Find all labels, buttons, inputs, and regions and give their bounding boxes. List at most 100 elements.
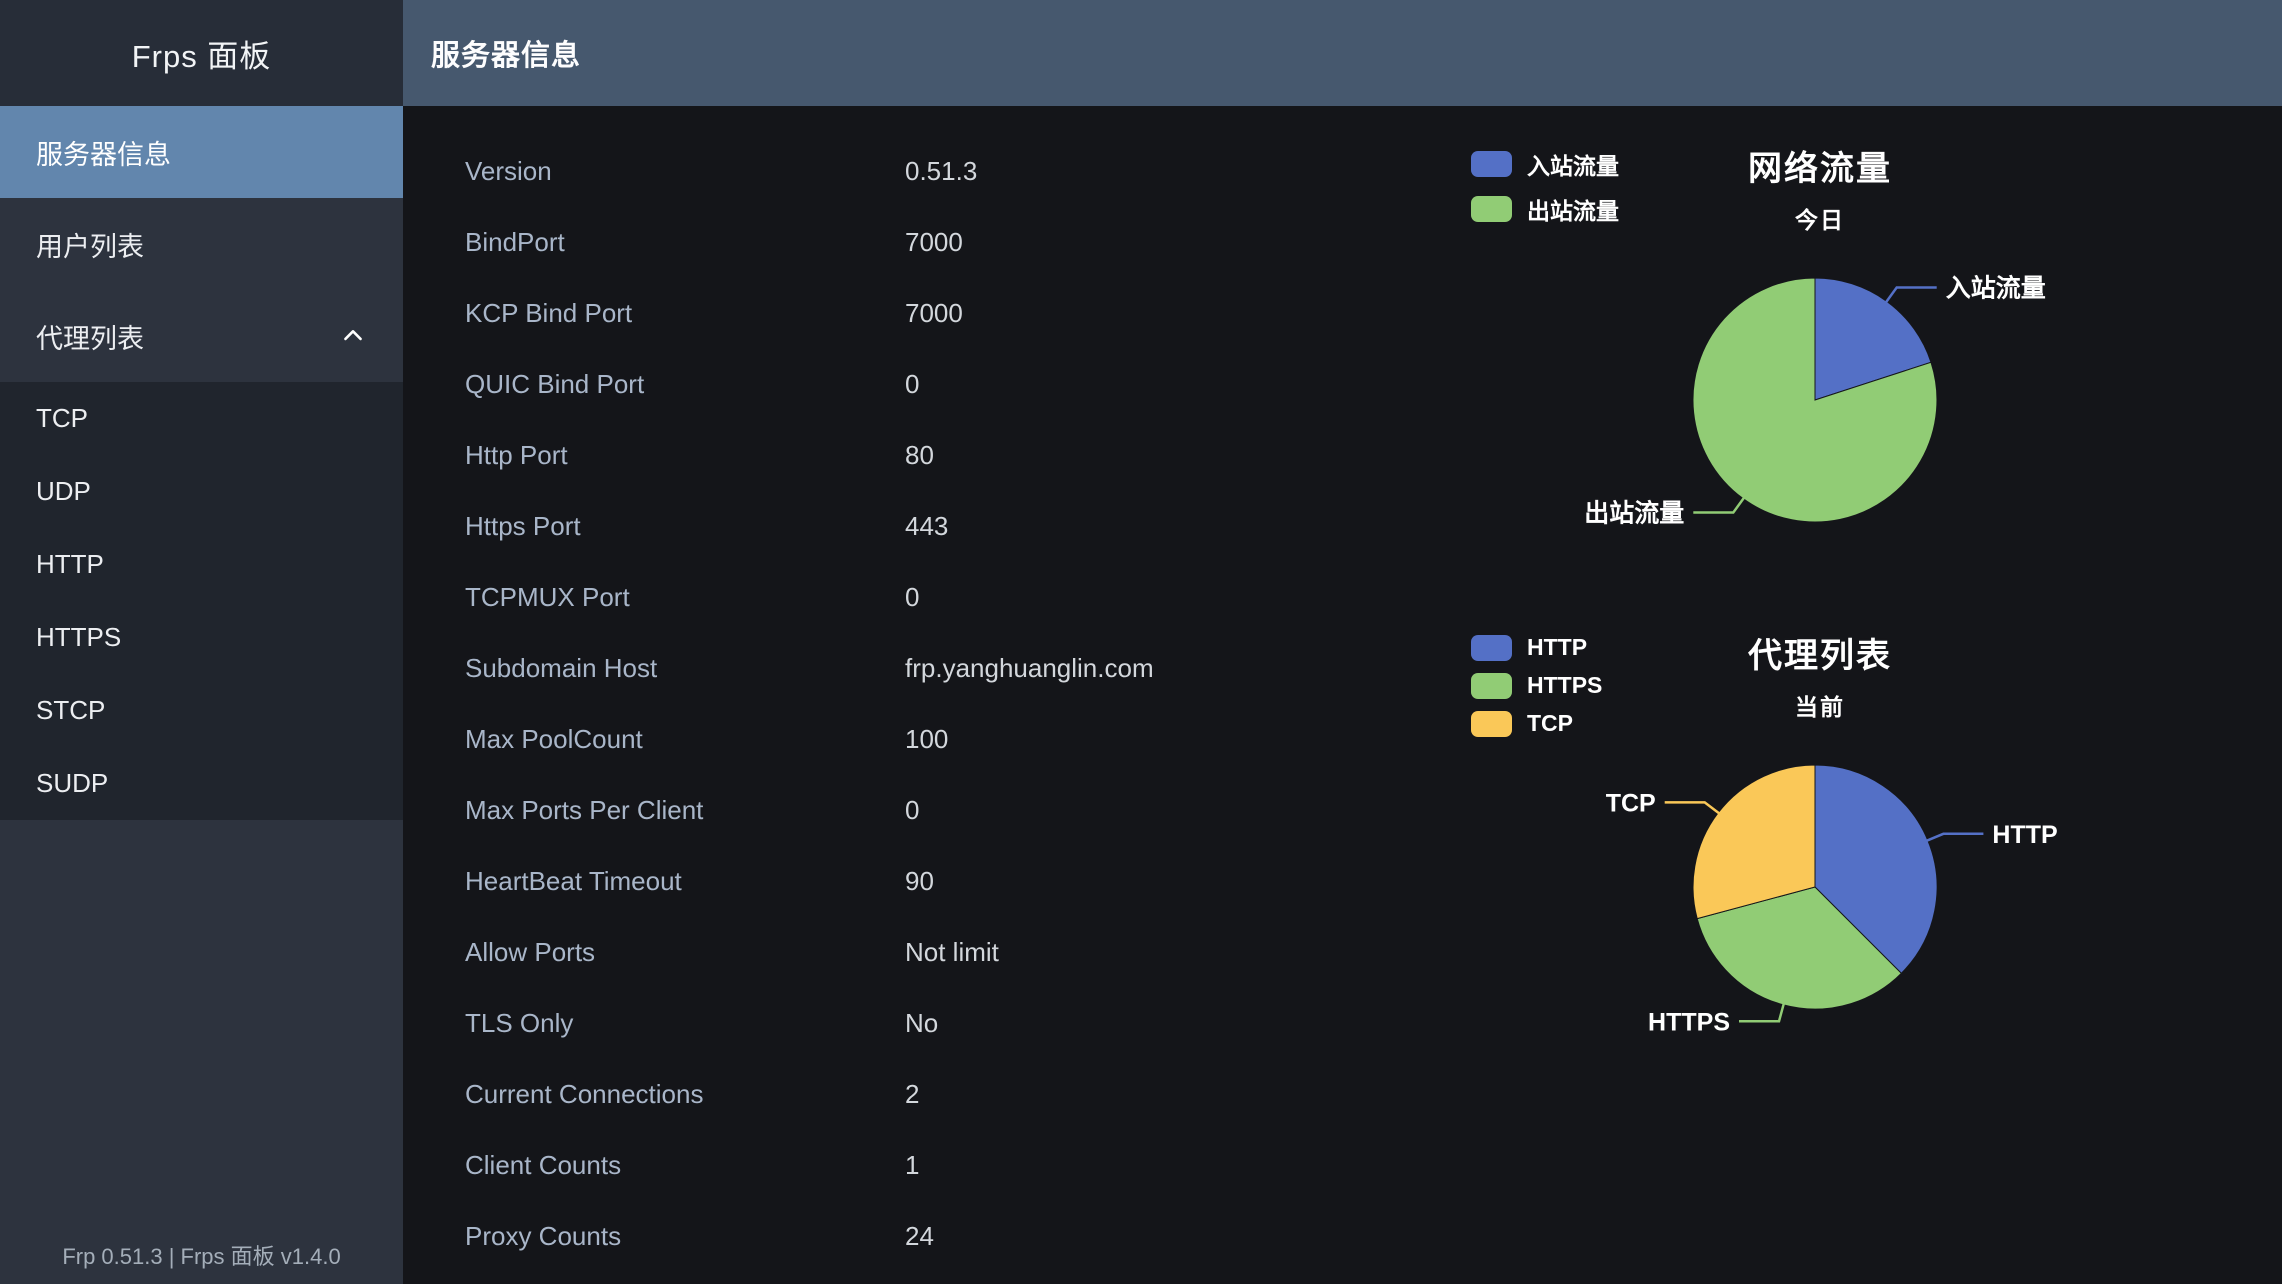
- legend-label: 入站流量: [1527, 153, 1619, 179]
- info-label: Client Counts: [465, 1150, 622, 1180]
- info-label: Max Ports Per Client: [465, 795, 704, 825]
- pie-label-HTTPS: HTTPS: [1648, 1008, 1730, 1036]
- info-value: Not limit: [905, 937, 999, 967]
- sidebar-item-https[interactable]: HTTPS: [0, 601, 403, 674]
- info-row: KCP Bind Port 7000: [465, 278, 1485, 349]
- info-row: Subdomain Host frp.yanghuanglin.com: [465, 633, 1485, 704]
- info-label: Current Connections: [465, 1079, 704, 1109]
- proxy-list-chart: 代理列表 当前 HTTP HTTPS TCP HTTP HTTPS TCP: [1440, 622, 2200, 1092]
- info-label: Version: [465, 156, 552, 186]
- version-footer: Frp 0.51.3 | Frps 面板 v1.4.0: [62, 1244, 341, 1269]
- sidebar-item-tcp[interactable]: TCP: [0, 382, 403, 455]
- sidebar-item-label: HTTPS: [36, 622, 122, 652]
- legend-item-outbound[interactable]: 出站流量: [1471, 192, 1619, 226]
- info-label: HeartBeat Timeout: [465, 866, 682, 896]
- legend-label: HTTPS: [1527, 672, 1603, 698]
- info-value: 0: [905, 795, 920, 825]
- info-value: 0.51.3: [905, 156, 978, 186]
- info-row: TCPMUX Port 0: [465, 562, 1485, 633]
- legend-label: TCP: [1527, 710, 1573, 736]
- chart-legend: HTTP HTTPS TCP: [1471, 634, 1602, 748]
- label-line-TCP: [1664, 801, 1720, 815]
- info-label: TCPMUX Port: [465, 582, 630, 612]
- label-line-HTTP: [1926, 832, 1984, 842]
- info-row: Current Connections 2: [465, 1059, 1485, 1130]
- info-label: BindPort: [465, 227, 565, 257]
- label-line-HTTPS: [1739, 1003, 1785, 1023]
- info-label: Allow Ports: [465, 937, 596, 967]
- page-title: 服务器信息: [431, 40, 582, 72]
- pie-label-TCP: TCP: [1606, 789, 1656, 817]
- label-line-出站流量: [1693, 497, 1745, 514]
- sidebar-item-server-info[interactable]: 服务器信息: [0, 106, 403, 198]
- legend-item-tcp[interactable]: TCP: [1471, 710, 1602, 737]
- legend-swatch: [1471, 196, 1512, 222]
- info-value: 100: [905, 724, 949, 754]
- info-label: Https Port: [465, 511, 581, 541]
- sidebar-item-proxy-list[interactable]: 代理列表: [0, 290, 403, 382]
- info-value: 24: [905, 1221, 934, 1251]
- proxy-list-pie[interactable]: HTTP HTTPS TCP: [1440, 622, 2200, 1092]
- sidebar-item-label: UDP: [36, 476, 91, 506]
- info-label: Max PoolCount: [465, 724, 643, 754]
- pie-label-入站流量: 入站流量: [1946, 275, 2046, 303]
- info-value: 7000: [905, 227, 963, 257]
- info-label: Subdomain Host: [465, 653, 658, 683]
- sidebar-item-label: TCP: [36, 403, 88, 433]
- sidebar-item-label: SUDP: [36, 768, 109, 798]
- pie-label-HTTP: HTTP: [1992, 821, 2057, 849]
- legend-swatch: [1471, 634, 1512, 661]
- app-title: Frps 面板: [0, 0, 403, 106]
- legend-label: HTTP: [1527, 634, 1588, 660]
- info-value: 443: [905, 511, 949, 541]
- info-row: TLS Only No: [465, 988, 1485, 1059]
- info-value: No: [905, 1008, 939, 1038]
- info-row: Client Counts 1: [465, 1130, 1485, 1201]
- info-label: Proxy Counts: [465, 1221, 622, 1251]
- legend-item-http[interactable]: HTTP: [1471, 634, 1602, 661]
- legend-swatch: [1471, 151, 1512, 177]
- proxy-submenu: TCP UDP HTTP HTTPS STCP SUDP: [0, 382, 403, 820]
- legend-swatch: [1471, 672, 1512, 699]
- legend-label: 出站流量: [1527, 198, 1619, 224]
- sidebar-item-label: STCP: [36, 695, 106, 725]
- page-header: 服务器信息: [403, 0, 2282, 106]
- chart-legend: 入站流量 出站流量: [1471, 147, 1619, 237]
- info-value: frp.yanghuanglin.com: [905, 653, 1154, 683]
- sidebar-item-sudp[interactable]: SUDP: [0, 747, 403, 820]
- sidebar-item-udp[interactable]: UDP: [0, 455, 403, 528]
- info-value: 90: [905, 866, 934, 896]
- info-row: BindPort 7000: [465, 207, 1485, 278]
- sidebar-item-stcp[interactable]: STCP: [0, 674, 403, 747]
- info-row: Max Ports Per Client 0: [465, 775, 1485, 846]
- info-row: Max PoolCount 100: [465, 704, 1485, 775]
- sidebar-item-label: 服务器信息: [36, 139, 171, 170]
- info-row: Version 0.51.3: [465, 136, 1485, 207]
- info-row: QUIC Bind Port 0: [465, 349, 1485, 420]
- pie-label-出站流量: 出站流量: [1584, 500, 1684, 528]
- info-value: 1: [905, 1150, 920, 1180]
- sidebar-item-label: HTTP: [36, 549, 104, 579]
- legend-item-https[interactable]: HTTPS: [1471, 672, 1602, 699]
- info-value: 2: [905, 1079, 920, 1109]
- network-traffic-chart: 网络流量 今日 入站流量 出站流量 入站流量 出站流量: [1440, 135, 2200, 605]
- info-value: 0: [905, 369, 920, 399]
- sidebar-item-label: 用户列表: [36, 231, 144, 262]
- info-row: Allow Ports Not limit: [465, 917, 1485, 988]
- info-value: 80: [905, 440, 934, 470]
- legend-swatch: [1471, 710, 1512, 737]
- info-value: 7000: [905, 298, 963, 328]
- sidebar: Frps 面板 服务器信息 用户列表 代理列表 TCP UDP HTTP HTT…: [0, 0, 403, 1284]
- info-row: Proxy Counts 24: [465, 1201, 1485, 1272]
- info-row: Https Port 443: [465, 491, 1485, 562]
- chevron-up-icon: [344, 330, 362, 341]
- sidebar-item-http[interactable]: HTTP: [0, 528, 403, 601]
- info-label: TLS Only: [465, 1008, 574, 1038]
- legend-item-inbound[interactable]: 入站流量: [1471, 147, 1619, 181]
- info-label: Http Port: [465, 440, 568, 470]
- sidebar-item-user-list[interactable]: 用户列表: [0, 198, 403, 290]
- main-content: Version 0.51.3 BindPort 7000 KCP Bind Port…: [403, 106, 2282, 1284]
- info-row: Http Port 80: [465, 420, 1485, 491]
- sidebar-item-label: 代理列表: [36, 323, 144, 354]
